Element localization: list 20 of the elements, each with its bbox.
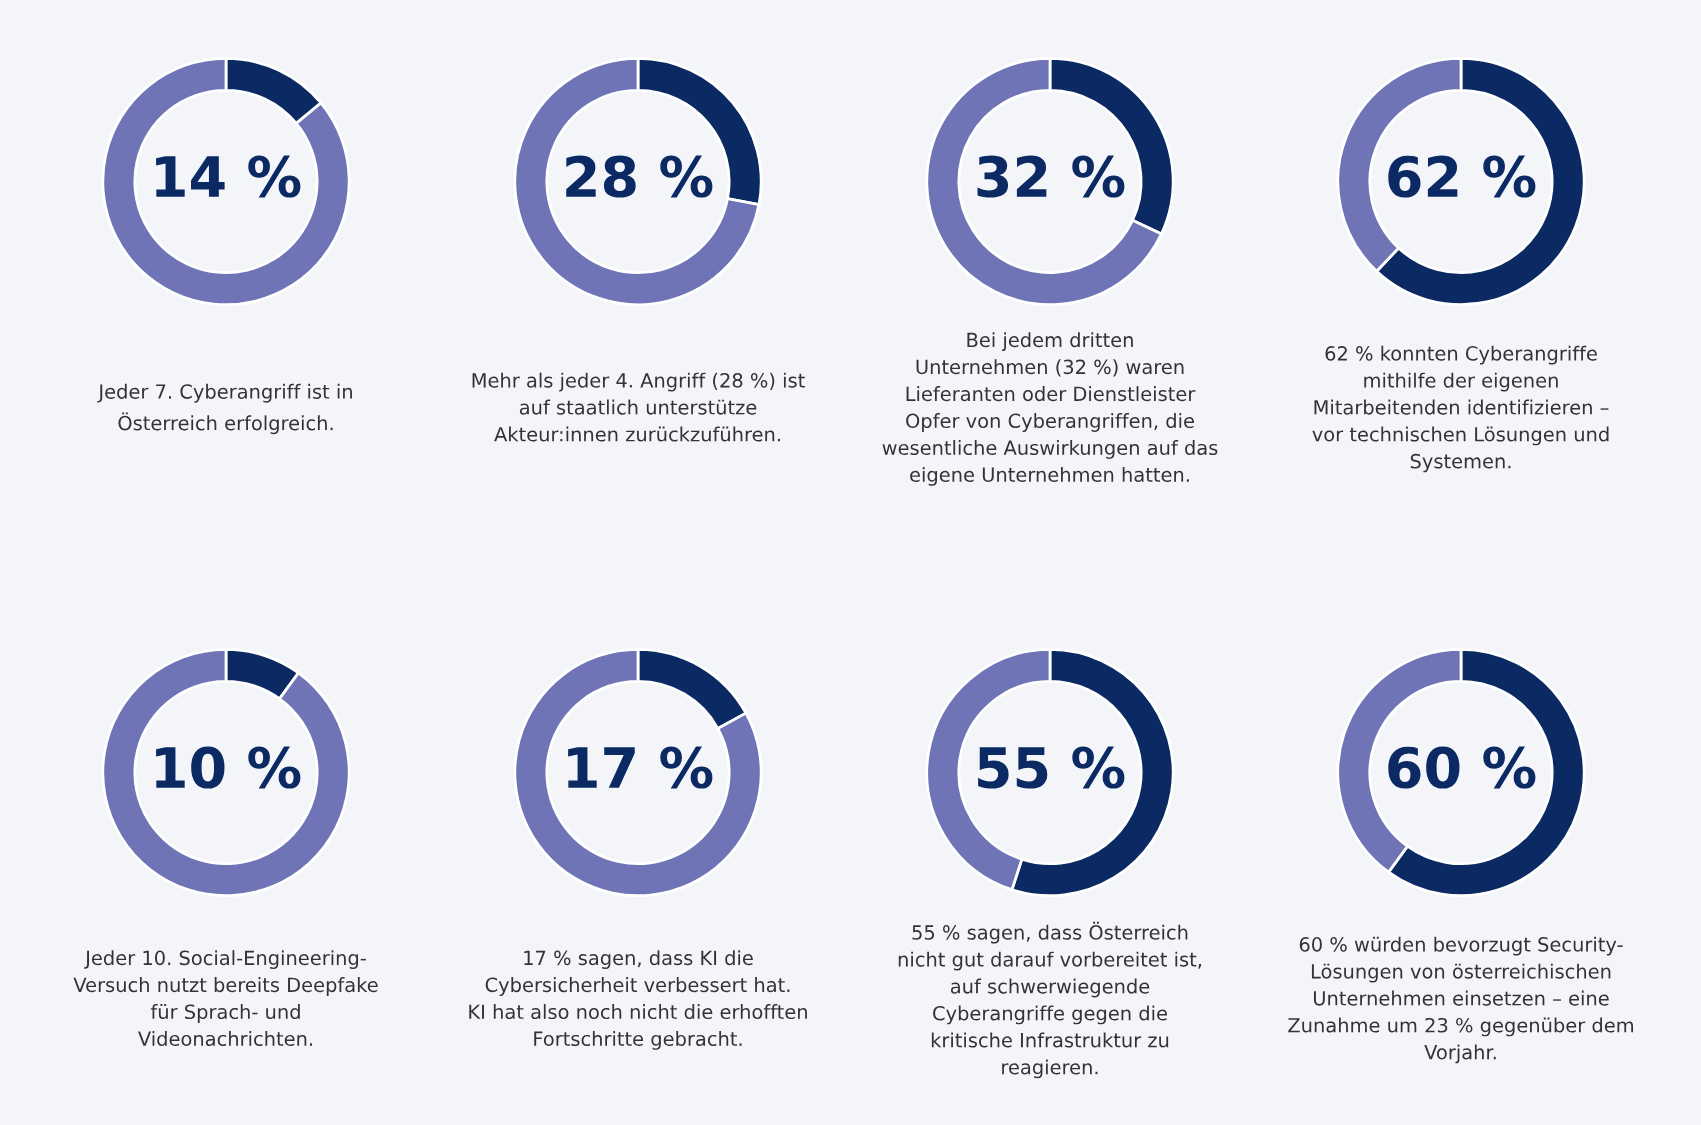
data-label: 62 % — [1388, 155, 1536, 198]
data-label: 55 % — [978, 746, 1125, 789]
text: Jeder 10. Social-Engineering- Versuch nutzt bereits Deepfake für Sprach- und Videonachrichten. — [73, 950, 378, 1047]
data-label: 17 % — [568, 746, 713, 789]
donut-slice — [513, 647, 763, 898]
text: 17 % sagen, dass KI die Cybersicherheit verbessert hat. KI hat also noch nicht die erhofften Fortschritte gebracht. — [469, 950, 807, 1050]
data-label: 32 % — [977, 155, 1125, 198]
data-label: 28 % — [566, 155, 713, 198]
data-label: 60 % — [1388, 746, 1536, 789]
donut-slice — [101, 647, 351, 898]
text: Bei jedem dritten Unternehmen (32 %) waren Lieferanten oder Dienstleister Opfer von Cyberangriffen, die wesentliche Auswirkungen auf das eigene Unternehmen hatten. — [882, 332, 1218, 486]
donut-slice — [513, 56, 761, 307]
data-label: 10 % — [156, 746, 301, 789]
text: Mehr als jeder 4. Angriff (28 %) ist auf staatlich unterstütze Akteur:innen zurückzuführen. — [472, 372, 805, 442]
data-label: 14 % — [156, 155, 301, 198]
text: 60 % würden bevorzugt Security- Lösungen von österreichischen Unternehmen einsetzen – eine Zunahme um 23 % gegenüber dem Vorjahr. — [1288, 936, 1633, 1064]
donut-slice — [101, 56, 351, 307]
text: 55 % sagen, dass Österreich nicht gut darauf vorbereitet ist, auf schwerwiegende Cyberangriffe gegen die kritische Infrastruktur zu reagieren. — [898, 921, 1202, 1079]
text: Jeder 7. Cyberangriff ist in Österreich erfolgreich. — [97, 383, 352, 435]
text: 62 % konnten Cyberangriffe mithilfe der eigenen Mitarbeitenden identifizieren – vor technischen Lösungen und Systemen. — [1312, 345, 1609, 473]
